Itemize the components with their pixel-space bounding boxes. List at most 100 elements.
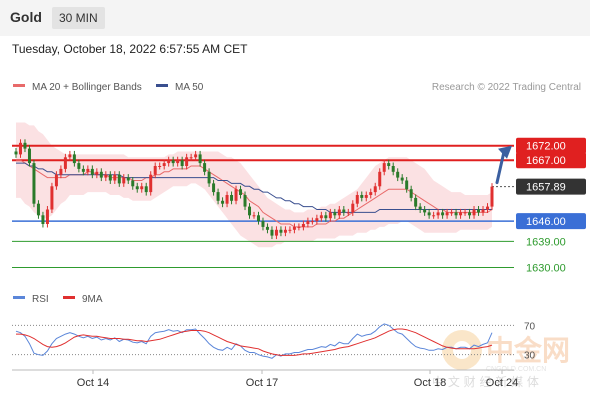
candle-body (337, 209, 341, 216)
candle-body (131, 180, 135, 187)
candle-body (243, 195, 247, 207)
candle-body (234, 189, 238, 201)
candle-body (149, 174, 153, 193)
ma50-line (16, 162, 492, 213)
candle-body (162, 163, 166, 166)
candle-body (185, 157, 189, 166)
candle-body (288, 229, 292, 231)
candle-body (378, 171, 382, 187)
candle-body (171, 160, 175, 164)
candle-body (427, 212, 431, 216)
candle-body (414, 197, 418, 207)
candle-body (32, 163, 36, 204)
legend-label-rsi-ma: 9MA (82, 294, 103, 305)
candle-body (486, 206, 490, 210)
candle-body (418, 206, 422, 210)
candle-body (99, 171, 103, 178)
candle-body (279, 229, 283, 233)
candle-body (122, 177, 126, 184)
level-label: 1630.00 (526, 263, 566, 275)
candle-body (113, 174, 117, 181)
x-axis-tick-label: Oct 24 (486, 377, 518, 389)
legend-swatch-ma50 (156, 84, 168, 87)
legend-label-ma50: MA 50 (175, 82, 204, 93)
candle-body (36, 203, 40, 216)
candle-body (27, 148, 31, 164)
candle-body (400, 177, 404, 181)
candle-body (72, 154, 76, 164)
candle-body (450, 212, 454, 214)
candle-body (396, 171, 400, 178)
candle-body (490, 186, 494, 207)
candle-body (86, 168, 90, 172)
candle-body (360, 195, 364, 198)
candle-body (481, 209, 485, 213)
watermark-logo (442, 330, 482, 370)
candle-body (198, 154, 202, 164)
level-label-bg (516, 137, 586, 154)
candle-body (104, 174, 108, 178)
candle-body (144, 186, 148, 193)
forecast-arrow-head (498, 145, 512, 159)
candle-body (239, 189, 243, 195)
level-label: 1646.00 (526, 216, 566, 228)
candle-body (212, 183, 216, 193)
candle-body (221, 200, 225, 204)
candle-body (373, 186, 377, 193)
ma20-line (16, 159, 493, 228)
candle-body (230, 195, 234, 201)
watermark-brand: 中金网 (486, 334, 570, 367)
candle-body (292, 226, 296, 230)
legend-label-rsi: RSI (32, 294, 49, 305)
candle-body (306, 221, 310, 224)
candle-body (301, 224, 305, 227)
candle-body (445, 212, 449, 216)
level-label-bg (516, 178, 586, 195)
legend-swatch-ma20 (13, 84, 25, 87)
candle-body (441, 212, 445, 216)
candle-body (319, 215, 323, 219)
candle-body (252, 215, 256, 217)
candle-body (225, 195, 229, 204)
watermark-logo-inner (453, 341, 471, 359)
candle-body (158, 166, 162, 167)
candle-body (342, 209, 346, 213)
header-bar: Gold 30 MIN (0, 0, 590, 36)
bollinger-band (16, 122, 492, 248)
candle-body (328, 212, 332, 219)
candle-body (459, 212, 463, 216)
candle-body (351, 203, 355, 213)
candle-body (23, 142, 27, 149)
candle-body (477, 209, 481, 213)
candle-body (405, 180, 409, 190)
candle-body (423, 209, 427, 213)
candle-body (315, 218, 319, 222)
candle-body (468, 212, 472, 216)
level-label: 1639.00 (526, 236, 566, 248)
candle-body (140, 186, 144, 190)
candle-body (189, 157, 193, 159)
watermark: 中金网 CNGOLD.COM.CN 中 文 财 经 新 媒 体 (432, 330, 570, 389)
legend-swatch-rsi (13, 296, 25, 299)
legend-swatch-rsi-ma (63, 296, 75, 299)
candle-body (77, 163, 81, 169)
candle-body (333, 212, 337, 216)
candle-body (256, 215, 260, 222)
candle-body (108, 174, 112, 181)
candle-body (167, 160, 171, 164)
watermark-tagline: 中 文 财 经 新 媒 体 (432, 374, 539, 389)
candle-body (355, 195, 359, 204)
forecast-arrow (495, 150, 506, 185)
candle-body (135, 186, 139, 190)
candle-body (346, 212, 350, 214)
candle-body (382, 163, 386, 172)
timeframe-button[interactable]: 30 MIN (52, 7, 105, 29)
candle-body (18, 142, 22, 155)
candle-body (261, 221, 265, 227)
x-axis-tick-label: Oct 18 (414, 377, 446, 389)
candle-body (270, 229, 274, 236)
candle-body (364, 195, 368, 198)
candle-body (297, 226, 301, 228)
rsi-tick-label: 70 (524, 321, 536, 332)
rsi-ma-line (16, 328, 493, 356)
